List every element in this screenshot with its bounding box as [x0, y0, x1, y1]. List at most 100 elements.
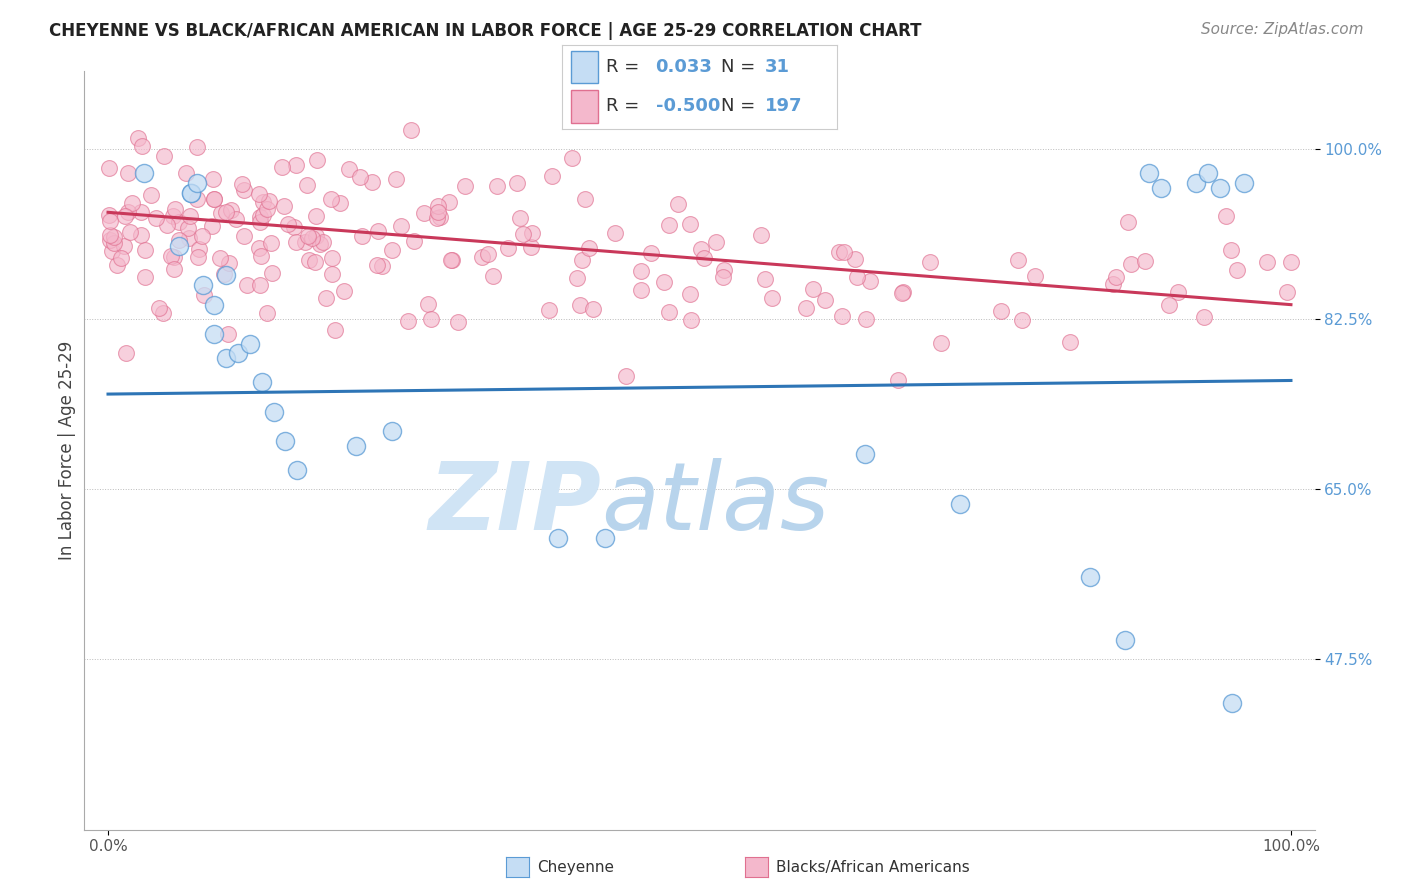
- Point: [920, 255, 942, 269]
- Point: [315, 292, 337, 306]
- Point: [163, 251, 186, 265]
- Point: [496, 241, 519, 255]
- Point: [180, 186, 202, 200]
- Point: [420, 312, 443, 326]
- Point: [1220, 244, 1243, 258]
- Point: [1105, 270, 1128, 285]
- Point: [214, 267, 236, 281]
- Point: [204, 298, 226, 312]
- Point: [188, 242, 211, 256]
- Point: [891, 285, 914, 299]
- Point: [349, 169, 371, 184]
- Point: [250, 376, 273, 390]
- Point: [1011, 312, 1033, 326]
- Point: [506, 176, 529, 190]
- Point: [801, 282, 824, 296]
- Point: [271, 160, 294, 174]
- Text: CHEYENNE VS BLACK/AFRICAN AMERICAN IN LABOR FORCE | AGE 25-29 CORRELATION CHART: CHEYENNE VS BLACK/AFRICAN AMERICAN IN LA…: [49, 22, 922, 40]
- Point: [187, 250, 209, 264]
- Point: [312, 235, 335, 249]
- Point: [256, 202, 278, 217]
- Point: [990, 303, 1012, 318]
- Point: [547, 531, 569, 545]
- Point: [704, 235, 727, 249]
- Point: [236, 277, 259, 292]
- Point: [360, 175, 382, 189]
- Point: [571, 252, 593, 267]
- Point: [218, 256, 240, 270]
- Point: [828, 244, 851, 259]
- Text: Cheyenne: Cheyenne: [537, 860, 614, 874]
- Point: [98, 161, 121, 175]
- Point: [298, 252, 321, 267]
- Point: [145, 211, 167, 225]
- Point: [568, 298, 591, 312]
- Point: [262, 266, 284, 280]
- Point: [578, 241, 600, 255]
- Point: [167, 233, 190, 247]
- Point: [105, 258, 128, 272]
- Point: [605, 227, 627, 241]
- Point: [1157, 298, 1180, 312]
- Point: [844, 252, 866, 266]
- Point: [1185, 176, 1208, 190]
- Point: [167, 239, 190, 253]
- Point: [98, 208, 121, 222]
- Point: [294, 235, 316, 249]
- Point: [658, 304, 681, 318]
- Point: [640, 245, 662, 260]
- Point: [565, 271, 588, 285]
- Point: [481, 268, 503, 283]
- Point: [1102, 277, 1125, 291]
- Point: [114, 209, 136, 223]
- Point: [447, 315, 470, 329]
- Point: [274, 434, 297, 448]
- Text: N =: N =: [721, 97, 755, 115]
- Point: [167, 215, 190, 229]
- Point: [859, 274, 882, 288]
- Point: [297, 229, 319, 244]
- Point: [232, 183, 254, 197]
- Point: [1226, 262, 1249, 277]
- Point: [98, 227, 121, 242]
- Point: [1133, 254, 1156, 268]
- Point: [163, 202, 186, 216]
- Point: [233, 229, 256, 244]
- Point: [156, 218, 179, 232]
- Point: [321, 192, 343, 206]
- Point: [396, 314, 419, 328]
- Point: [193, 288, 215, 302]
- Point: [239, 336, 262, 351]
- Point: [630, 283, 652, 297]
- Point: [134, 269, 156, 284]
- Point: [309, 237, 332, 252]
- Point: [260, 235, 283, 250]
- Point: [693, 251, 716, 265]
- Point: [1150, 181, 1173, 195]
- Point: [1215, 209, 1237, 223]
- Point: [679, 217, 702, 231]
- Point: [129, 228, 152, 243]
- Bar: [571, 90, 598, 122]
- Point: [201, 219, 224, 234]
- Point: [1119, 257, 1142, 271]
- Point: [273, 199, 295, 213]
- Point: [249, 210, 271, 224]
- Point: [191, 278, 214, 293]
- Point: [118, 225, 141, 239]
- Point: [1279, 255, 1302, 269]
- Point: [891, 286, 914, 301]
- Point: [949, 497, 972, 511]
- Point: [593, 531, 616, 545]
- Point: [263, 404, 285, 418]
- Y-axis label: In Labor Force | Age 25-29: In Labor Force | Age 25-29: [58, 341, 76, 560]
- Point: [134, 244, 156, 258]
- Point: [1256, 255, 1278, 269]
- Text: ZIP: ZIP: [429, 458, 602, 549]
- Point: [285, 158, 308, 172]
- Point: [509, 211, 531, 225]
- Point: [679, 287, 702, 301]
- Point: [561, 151, 583, 165]
- Point: [132, 166, 155, 180]
- Point: [204, 326, 226, 341]
